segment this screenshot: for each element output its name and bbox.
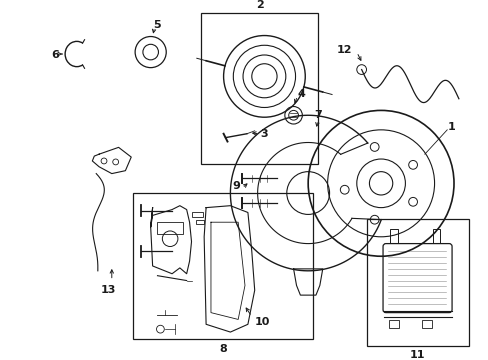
- Text: 2: 2: [255, 0, 263, 10]
- Text: 1: 1: [447, 122, 454, 132]
- Bar: [157, 222, 183, 234]
- Bar: [133, 193, 312, 339]
- Bar: [388, 320, 398, 328]
- Bar: [389, 229, 397, 243]
- Bar: [366, 219, 468, 346]
- Text: 13: 13: [101, 285, 116, 295]
- Text: 7: 7: [313, 110, 321, 120]
- Text: 5: 5: [152, 20, 160, 30]
- Text: 3: 3: [260, 129, 267, 139]
- Bar: [196, 220, 203, 224]
- Bar: [201, 13, 317, 164]
- Text: 10: 10: [254, 318, 269, 327]
- Bar: [191, 212, 203, 217]
- Text: 8: 8: [219, 343, 226, 354]
- Text: 4: 4: [297, 89, 305, 99]
- Text: 9: 9: [232, 181, 240, 191]
- Text: 12: 12: [336, 45, 351, 55]
- Bar: [421, 320, 431, 328]
- Text: 11: 11: [409, 350, 425, 360]
- Bar: [432, 229, 440, 243]
- Text: 6: 6: [51, 50, 59, 60]
